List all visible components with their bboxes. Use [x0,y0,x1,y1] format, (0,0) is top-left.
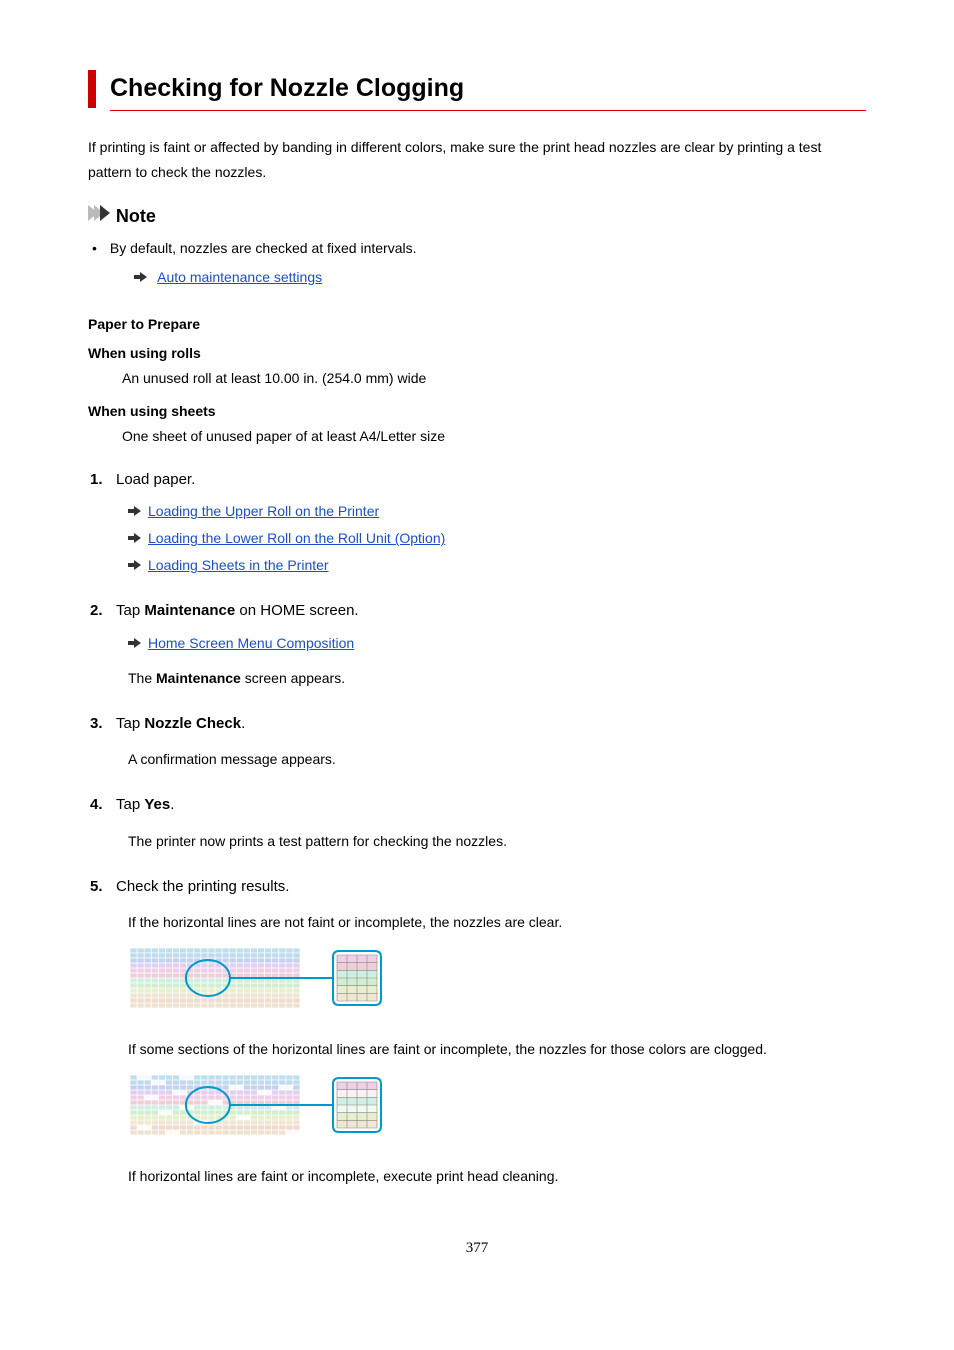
prepare-heading: Paper to Prepare [88,314,866,335]
rolls-text: An unused roll at least 10.00 in. (254.0… [88,368,866,389]
home-screen-link[interactable]: Home Screen Menu Composition [148,635,354,651]
note-label: Note [116,206,156,226]
step-3-head: Tap Nozzle Check. [116,713,866,736]
note-item-text: By default, nozzles are checked at fixed… [110,240,417,256]
note-list: By default, nozzles are checked at fixed… [88,238,866,288]
load-sheets-link[interactable]: Loading Sheets in the Printer [148,557,329,573]
nozzle-pattern-clear-figure [116,943,866,1019]
step-3: Tap Nozzle Check. A confirmation message… [88,713,866,771]
step-1-head: Load paper. [116,469,866,492]
nozzle-pattern-clogged-figure [116,1070,866,1146]
step-2: Tap Maintenance on HOME screen. Home Scr… [88,600,866,689]
step-2-head: Tap Maintenance on HOME screen. [116,600,866,623]
step-5: Check the printing results. If the horiz… [88,876,866,1188]
page-title: Checking for Nozzle Clogging [110,70,866,108]
step-5-para2: If some sections of the horizontal lines… [116,1039,866,1060]
arrow-icon [128,506,142,516]
arrow-icon [128,533,142,543]
steps-list: Load paper. Loading the Upper Roll on th… [88,469,866,1188]
arrow-icon [128,638,142,648]
step-4-head: Tap Yes. [116,794,866,817]
step-5-head: Check the printing results. [116,876,866,899]
load-lower-roll-link[interactable]: Loading the Lower Roll on the Roll Unit … [148,530,445,546]
step-5-para1: If the horizontal lines are not faint or… [116,912,866,933]
note-header: Note [88,203,866,230]
chevrons-icon [88,205,106,227]
step-1: Load paper. Loading the Upper Roll on th… [88,469,866,577]
rolls-label: When using rolls [88,343,866,364]
step-3-after: A confirmation message appears. [116,749,866,770]
arrow-icon [134,272,148,282]
step-4-after: The printer now prints a test pattern fo… [116,831,866,852]
note-item: By default, nozzles are checked at fixed… [106,238,866,288]
load-upper-roll-link[interactable]: Loading the Upper Roll on the Printer [148,503,379,519]
auto-maintenance-link[interactable]: Auto maintenance settings [157,269,322,285]
title-divider [110,110,866,111]
arrow-icon [128,560,142,570]
step-2-after: The Maintenance screen appears. [116,668,866,689]
sheets-label: When using sheets [88,401,866,422]
step-4: Tap Yes. The printer now prints a test p… [88,794,866,852]
intro-text: If printing is faint or affected by band… [88,135,866,185]
sheets-text: One sheet of unused paper of at least A4… [88,426,866,447]
step-5-para3: If horizontal lines are faint or incompl… [116,1166,866,1187]
page-number: 377 [88,1237,866,1260]
